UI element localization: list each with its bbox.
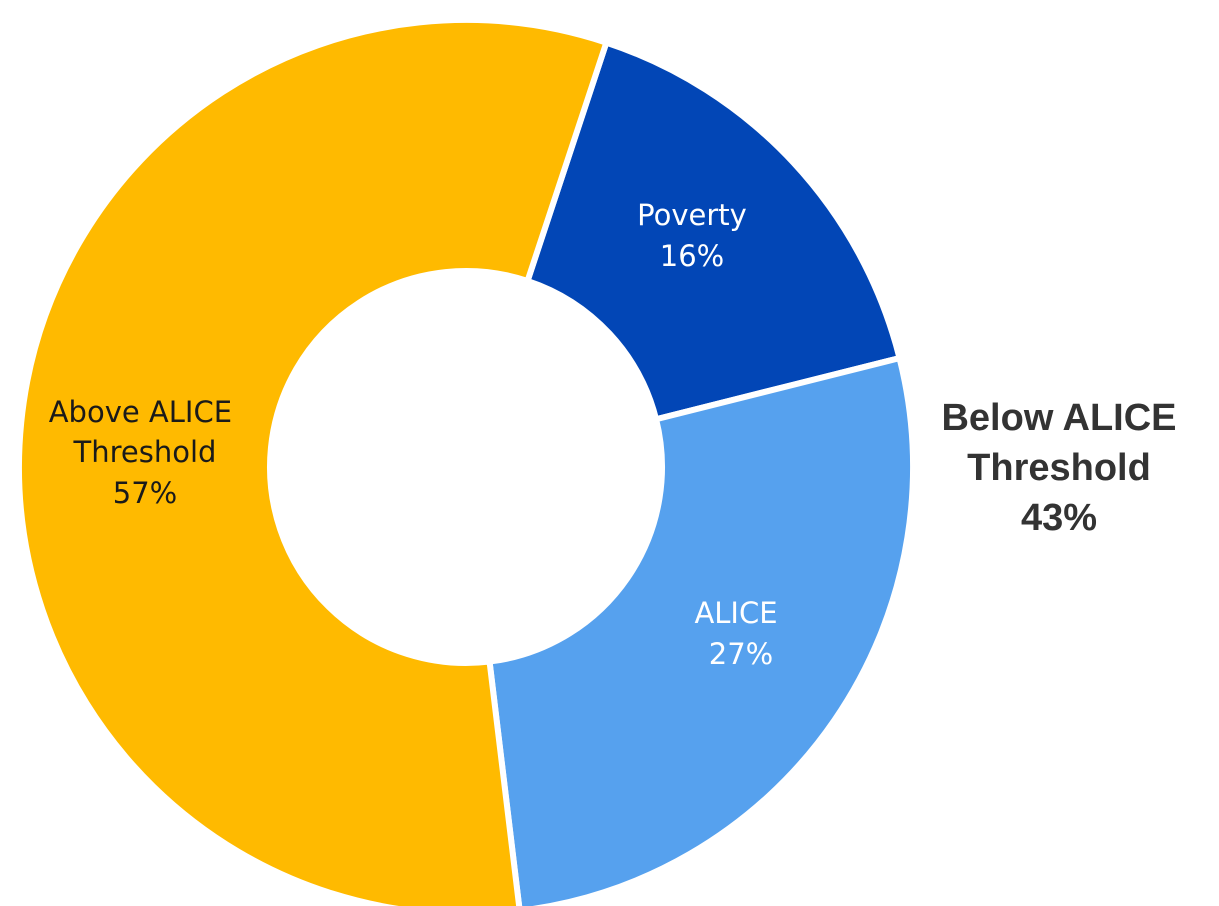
donut-slice-alice [486, 355, 916, 906]
slice-value-above-alice: 57% [113, 476, 177, 510]
slice-label-above-alice-line2: Threshold [73, 435, 217, 469]
slice-value-poverty: 16% [660, 239, 724, 273]
below-alice-annotation: Below ALICE Threshold 43% [941, 397, 1176, 539]
slice-value-alice: 27% [709, 637, 773, 671]
donut-slice-labels: Poverty 16% ALICE 27% Above ALICE Thresh… [49, 198, 778, 671]
slice-label-alice: ALICE [694, 596, 777, 630]
donut-slice-poverty [524, 39, 903, 423]
donut-slices [16, 17, 916, 906]
slice-label-above-alice: Above ALICE Threshold [49, 395, 242, 469]
slice-label-above-alice-line1: Above ALICE [49, 395, 232, 429]
annotation-value: 43% [1021, 497, 1097, 539]
annotation-line-2: Threshold [967, 447, 1151, 489]
donut-slice-above-alice-threshold [16, 17, 610, 906]
slice-label-poverty: Poverty [637, 198, 747, 232]
annotation-line-1: Below ALICE [941, 397, 1176, 439]
